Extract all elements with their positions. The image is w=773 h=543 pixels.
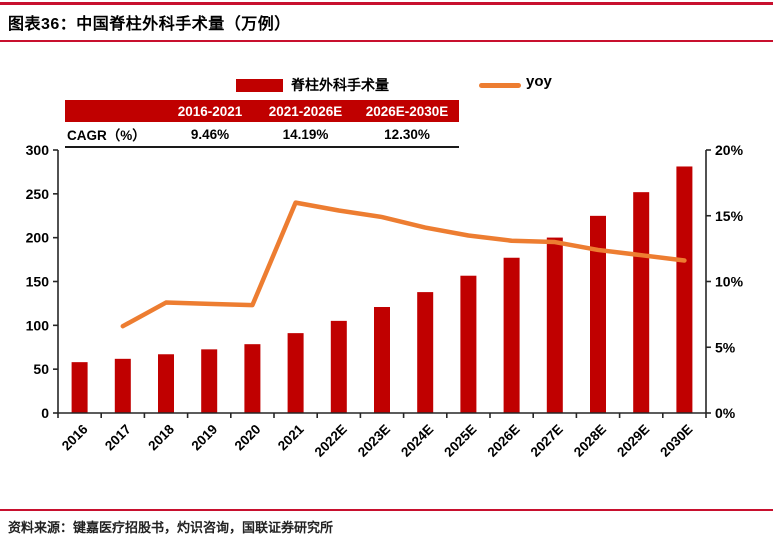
yoy-line-series [120, 200, 687, 329]
cagr-row-label: CAGR（%） [67, 128, 146, 143]
cagr-header-2021-2026e: 2021-2026E [256, 100, 355, 122]
bar-2018 [158, 354, 174, 413]
right-axis-tick-label: 5% [715, 339, 736, 355]
line-series-swatch-icon [479, 83, 521, 88]
bar-2026E [503, 257, 520, 413]
left-axis-tick-label: 250 [26, 186, 50, 202]
left-axis-tick-label: 200 [26, 230, 50, 246]
x-axis-category-label: 2030E [657, 422, 695, 460]
cagr-table: 2016-2021 2021-2026E 2026E-2030E CAGR（%）… [65, 100, 459, 148]
cagr-table-header-row: 2016-2021 2021-2026E 2026E-2030E [65, 100, 459, 122]
x-axis-category-label: 2017 [102, 422, 134, 454]
cagr-value-2016-2021: 9.46% [190, 126, 230, 142]
bar-2020 [244, 344, 261, 413]
right-axis-tick-label: 0% [715, 405, 736, 421]
cagr-header-2026e-2030e: 2026E-2030E [355, 100, 459, 122]
cagr-header-2016-2021: 2016-2021 [164, 100, 256, 122]
cagr-header-blank [65, 100, 164, 122]
footer-divider [0, 509, 773, 511]
right-axis-tick-label: 20% [715, 142, 744, 158]
x-axis-category-label: 2021 [275, 421, 307, 453]
left-axis-tick-label: 300 [26, 142, 50, 158]
bar-series-label: 脊柱外科手术量 [291, 77, 389, 93]
left-axis-tick-label: 50 [33, 361, 49, 377]
x-axis-category-label: 2025E [441, 422, 479, 460]
bar-2022E [330, 320, 347, 413]
source-attribution: 资料来源：键嘉医疗招股书，灼识咨询，国联证券研究所 [8, 521, 334, 536]
bar-2024E [417, 292, 434, 413]
right-axis-tick-label: 15% [715, 208, 744, 224]
x-axis-category-label: 2028E [571, 422, 609, 460]
chart-legend: 脊柱外科手术量 yoy [0, 70, 773, 100]
title-divider [0, 40, 773, 42]
left-axis-tick-label: 150 [26, 274, 50, 290]
x-axis-category-label: 2018 [145, 421, 177, 453]
line-series-label: yoy [526, 73, 552, 90]
x-axis-category-label: 2020 [232, 422, 264, 454]
bar-2030E [676, 166, 693, 413]
bar-2023E [374, 307, 390, 413]
bar-2027E [546, 237, 563, 413]
x-axis-category-label: 2022E [312, 422, 350, 460]
figure-title: 图表36：中国脊柱外科手术量（万例） [8, 16, 291, 33]
top-divider [0, 2, 773, 5]
bar-2028E [590, 215, 606, 413]
left-axis-tick-label: 100 [26, 317, 50, 333]
x-axis-category-label: 2029E [614, 422, 652, 460]
bar-2021 [287, 333, 304, 413]
x-axis-category-label: 2019 [188, 422, 220, 454]
left-axis-tick-label: 0 [41, 405, 49, 421]
right-axis-tick-label: 10% [715, 274, 744, 290]
cagr-table-value-row: CAGR（%） 9.46% 14.19% 12.30% [65, 122, 459, 147]
x-axis-category-label: 2023E [355, 422, 393, 460]
bar-2029E [633, 192, 650, 413]
bar-2025E [460, 275, 477, 413]
bar-2019 [201, 349, 218, 413]
x-axis-category-label: 2026E [485, 422, 523, 460]
x-axis-category-label: 2016 [59, 421, 91, 453]
bar-2016 [71, 362, 88, 413]
cagr-value-2021-2026e: 14.19% [282, 126, 329, 142]
x-axis-category-label: 2027E [528, 422, 566, 460]
bar-2017 [114, 358, 131, 413]
cagr-value-2026e-2030e: 12.30% [384, 126, 430, 142]
x-axis-category-label: 2024E [398, 422, 436, 460]
bar-series-swatch-icon [236, 79, 283, 92]
combo-chart-plot: 0 50 100 150 200 250 300 0% 5% 10% 15% 20% 2016 2017 2… [26, 142, 744, 460]
